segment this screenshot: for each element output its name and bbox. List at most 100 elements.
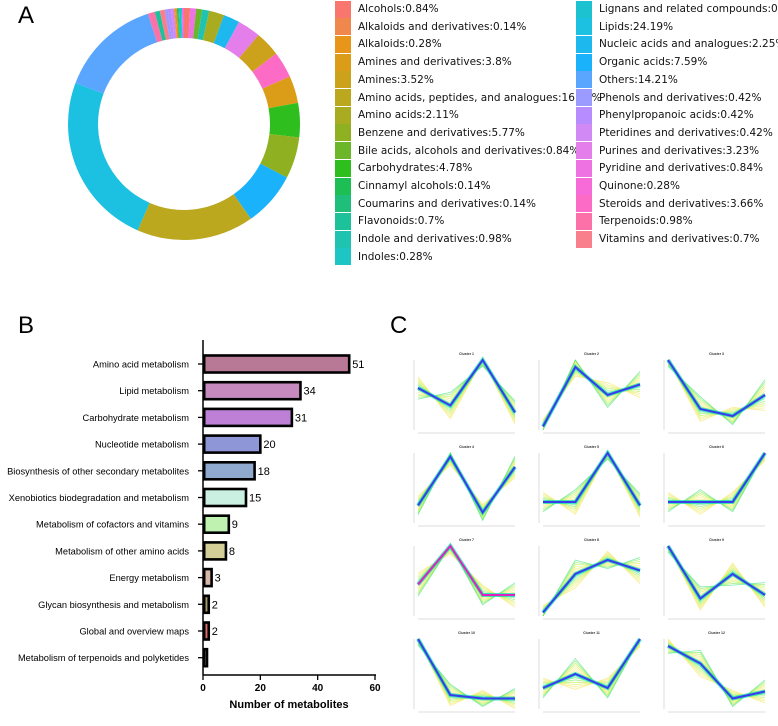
- legend-label: Purines and derivatives:3.23%: [599, 144, 760, 157]
- cluster-panel: Cluster 10: [413, 631, 516, 713]
- legend-label: Amines and derivatives:3.8%: [358, 56, 512, 69]
- centroid-line: [417, 358, 516, 414]
- legend-label: Nucleic acids and analogues:2.25%: [599, 38, 778, 51]
- member-line: [417, 642, 516, 704]
- legend-item: Amines and derivatives:3.8%: [335, 53, 512, 71]
- centroid-line: [667, 645, 766, 700]
- member-line: [542, 552, 641, 608]
- category-label: Carbohydrate metabolism: [83, 413, 190, 423]
- bar: [202, 567, 213, 588]
- legend-swatch: [576, 18, 592, 36]
- member-line: [542, 557, 641, 617]
- donut-slice: [164, 9, 172, 40]
- cluster-panel: Cluster 9: [663, 538, 767, 620]
- donut-slice: [184, 8, 191, 39]
- cluster-title: Cluster 10: [458, 631, 475, 635]
- category-label: Biosynthesis of other secondary metaboli…: [7, 466, 189, 476]
- donut-slice: [159, 9, 170, 40]
- category-label: Metabolism of other amino acids: [55, 546, 189, 556]
- legend-item: Quinone:0.28%: [576, 177, 680, 195]
- panel-label-b: B: [18, 312, 35, 339]
- centroid-halo: [541, 363, 641, 428]
- centroid-line: [417, 454, 516, 515]
- member-line: [667, 641, 766, 699]
- cluster-title: Cluster 5: [584, 445, 599, 449]
- cluster-panel: Cluster 1: [413, 352, 517, 434]
- cluster-line-charts: Cluster 1 Cluster 2 Cluster 3 Cluster 4 Clus…: [413, 352, 767, 713]
- legend-label: Terpenoids:0.98%: [599, 215, 693, 228]
- legend-item: Benzene and derivatives:5.77%: [335, 124, 525, 142]
- legend-item: Vitamins and derivatives:0.7%: [576, 230, 760, 248]
- legend-swatch: [576, 177, 592, 195]
- cluster-panel: Cluster 12: [663, 631, 766, 713]
- donut-slice: [173, 8, 178, 39]
- donut-slice: [180, 8, 183, 39]
- donut-slice: [68, 83, 150, 231]
- centroid-line: [543, 451, 641, 507]
- centroid-line: [667, 545, 766, 600]
- legend-label: Benzene and derivatives:5.77%: [358, 126, 525, 139]
- centroid-line: [542, 558, 641, 614]
- donut-slice: [188, 8, 197, 39]
- legend-item: Carbohydrates:4.78%: [335, 159, 472, 177]
- legend-label: Vitamins and derivatives:0.7%: [599, 233, 760, 246]
- donut-slice: [176, 8, 180, 39]
- legend-label: Amines:3.52%: [358, 73, 434, 86]
- member-line: [542, 359, 641, 431]
- donut-slice: [137, 194, 251, 240]
- legend-item: Others:14.21%: [576, 71, 678, 89]
- bar: [202, 541, 228, 561]
- legend-item: Alkaloids and derivatives:0.14%: [335, 18, 526, 36]
- bar-value-label: 9: [232, 519, 238, 531]
- donut-slice: [177, 8, 181, 39]
- bar-value-label: 34: [303, 386, 315, 398]
- bar: [202, 407, 294, 428]
- cluster-title: Cluster 1: [459, 352, 474, 356]
- centroid-halo: [666, 544, 767, 602]
- bar: [202, 514, 231, 534]
- bar-value-label: 51: [352, 359, 364, 371]
- donut-slice: [252, 53, 290, 89]
- centroid-halo: [668, 451, 767, 504]
- donut-slice: [181, 8, 184, 39]
- legend-item: Amino acids:2.11%: [335, 106, 459, 124]
- cluster-panel: Cluster 2: [538, 352, 641, 434]
- legend-swatch: [576, 106, 592, 124]
- legend-swatch: [576, 142, 592, 160]
- legend-swatch: [335, 159, 351, 177]
- legend-label: Indole and derivatives:0.98%: [358, 233, 512, 246]
- member-line: [542, 562, 641, 616]
- x-tick-label: 0: [200, 683, 206, 694]
- legend-label: Steroids and derivatives:3.66%: [599, 197, 764, 210]
- legend-label: Lignans and related compounds:0.14%: [599, 3, 778, 15]
- member-line: [667, 642, 766, 697]
- category-label: Amino acid metabolism: [93, 360, 189, 370]
- legend-item: Alcohols:0.84%: [335, 0, 439, 18]
- legend-item: Amines:3.52%: [335, 71, 434, 89]
- x-tick-label: 60: [369, 683, 381, 694]
- cluster-panel: Cluster 7: [413, 538, 516, 620]
- member-line: [542, 359, 641, 431]
- member-line: [667, 361, 766, 419]
- donut-slice: [174, 8, 179, 39]
- legend-swatch: [335, 106, 351, 124]
- cluster-title: Cluster 7: [459, 538, 474, 542]
- bar-chart: Amino acid metabolism 51 Lipid metabolism 3…: [7, 340, 381, 711]
- legend-swatch: [335, 142, 351, 160]
- legend-swatch: [335, 124, 351, 142]
- legend-label: Phenols and derivatives:0.42%: [599, 91, 762, 104]
- category-label: Metabolism of cofactors and vitamins: [36, 520, 189, 530]
- cluster-title: Cluster 9: [709, 538, 724, 542]
- bar-value-label: 31: [295, 412, 307, 424]
- legend-swatch: [335, 35, 351, 53]
- donut-slice: [239, 35, 277, 72]
- category-label: Global and overview maps: [79, 627, 189, 637]
- legend-label: Alkaloids:0.28%: [358, 38, 442, 51]
- cluster-title: Cluster 12: [708, 631, 725, 635]
- legend-swatch: [335, 177, 351, 195]
- donut-slice: [260, 134, 300, 178]
- donut-slice: [170, 8, 177, 39]
- category-label: Lipid metabolism: [119, 386, 189, 396]
- centroid-line: [668, 452, 766, 503]
